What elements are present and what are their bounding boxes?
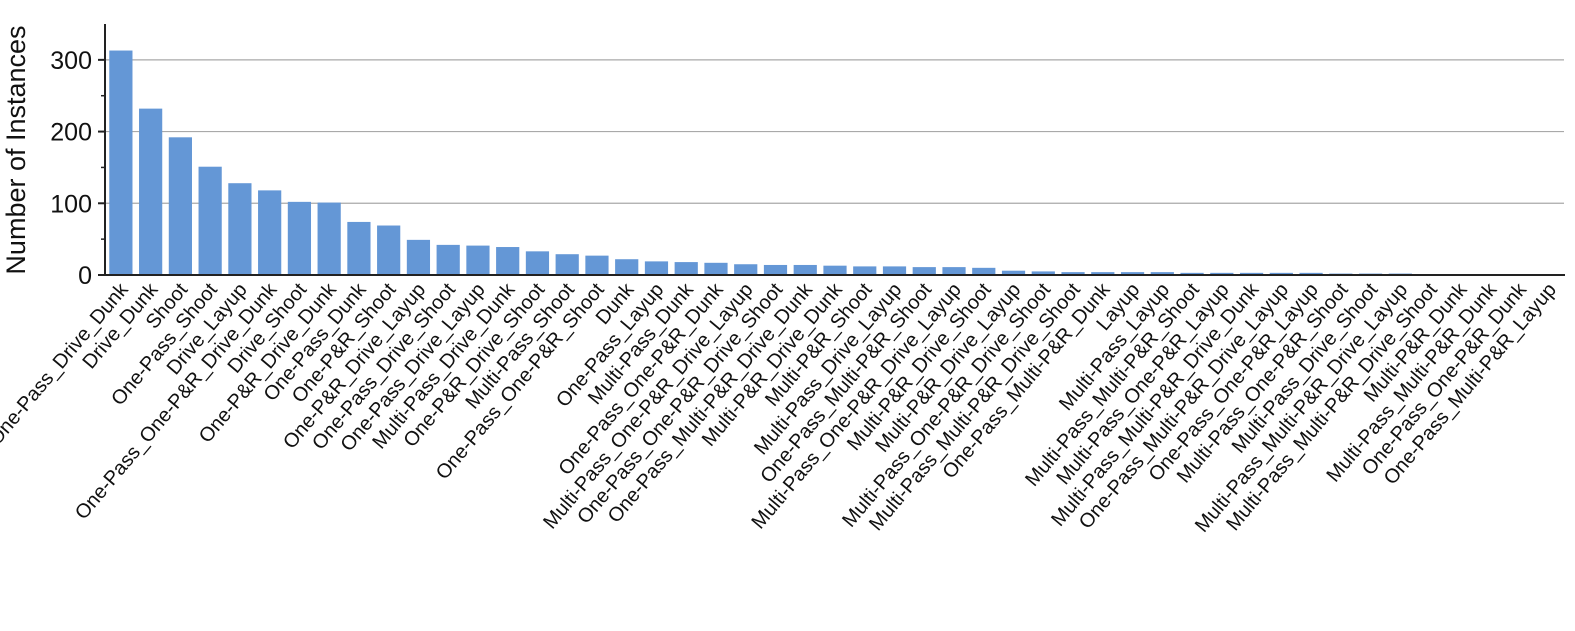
gridlines — [105, 59, 1564, 204]
bar — [1120, 272, 1145, 275]
bar — [198, 166, 222, 275]
bar — [853, 266, 877, 275]
axes — [104, 24, 1565, 276]
y-tick-label: 100 — [50, 190, 92, 218]
bar — [615, 259, 639, 275]
bar — [763, 264, 788, 275]
x-tick-labels: One-Pass_Drive_DunkDrive_DunkShootOne-Pa… — [0, 278, 1561, 536]
bar — [258, 190, 282, 275]
bar — [1031, 271, 1055, 275]
bar — [377, 225, 401, 275]
bar — [287, 201, 312, 275]
bar — [139, 108, 163, 275]
bar — [317, 202, 341, 275]
y-axis-title: Number of Instances — [1, 25, 31, 274]
bar — [1091, 272, 1115, 275]
bar — [882, 266, 907, 275]
bar — [109, 50, 133, 275]
bar — [823, 265, 847, 275]
y-tick-label: 0 — [78, 262, 92, 290]
bar — [972, 267, 996, 275]
x-tick-label: One-Pass_Drive_Dunk — [0, 278, 133, 450]
bar — [168, 137, 192, 275]
bar — [1299, 272, 1323, 275]
bar — [1150, 272, 1174, 275]
bar — [1180, 272, 1204, 275]
bar — [704, 262, 728, 275]
bar — [942, 267, 966, 275]
bars — [109, 50, 1561, 276]
bar — [436, 244, 460, 275]
y-tick-label: 300 — [50, 47, 92, 75]
bar — [734, 264, 758, 275]
bar — [1269, 272, 1293, 275]
bar — [585, 255, 609, 275]
bar — [1061, 272, 1085, 275]
bar — [555, 254, 579, 275]
bar — [525, 251, 550, 275]
bar — [466, 245, 490, 275]
y-tick-label: 200 — [50, 119, 92, 147]
y-ticks: 0 100 200 300 — [50, 47, 105, 290]
bar — [912, 267, 936, 275]
bar — [347, 221, 371, 275]
bar — [228, 183, 252, 275]
bar — [1210, 272, 1234, 275]
bar — [1001, 270, 1026, 275]
bar — [793, 264, 817, 275]
bar — [644, 261, 669, 275]
bar — [674, 262, 698, 275]
bar — [406, 239, 431, 275]
bar — [1239, 272, 1264, 275]
bar — [496, 247, 520, 275]
